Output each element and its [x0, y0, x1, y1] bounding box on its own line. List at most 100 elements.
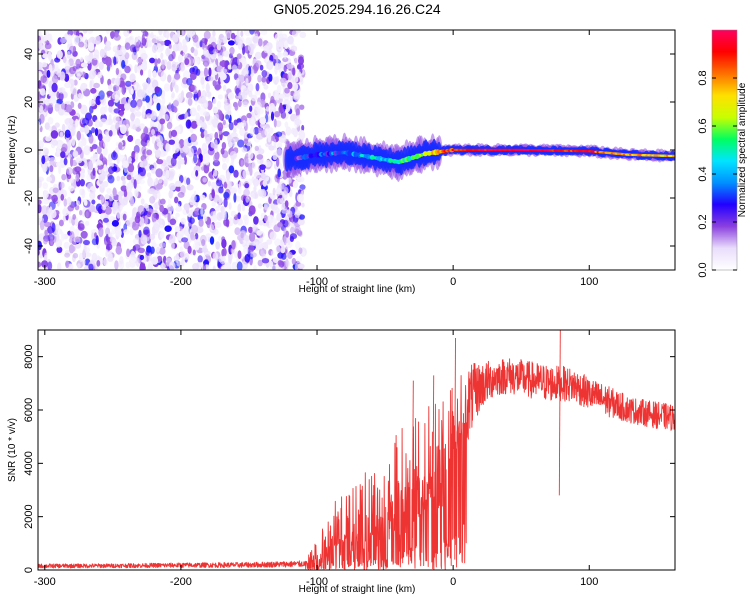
noise-blob [79, 210, 83, 216]
noise-blob [167, 198, 172, 206]
noise-blob [103, 257, 108, 266]
noise-blob [113, 190, 117, 197]
noise-blob [266, 239, 273, 245]
noise-blob [201, 247, 209, 253]
noise-blob [78, 92, 82, 99]
noise-blob [116, 175, 121, 182]
noise-blob [189, 210, 193, 216]
noise-blob [64, 129, 71, 138]
noise-blob [61, 174, 67, 181]
noise-blob [109, 236, 116, 243]
noise-blob [105, 30, 110, 35]
noise-blob [46, 69, 51, 78]
noise-blob [205, 136, 211, 145]
noise-blob [160, 231, 165, 239]
noise-blob [283, 186, 289, 195]
noise-blob [112, 201, 118, 211]
noise-blob [245, 77, 249, 87]
noise-blob [75, 68, 84, 77]
noise-blob [61, 123, 66, 133]
noise-blob [125, 123, 130, 132]
y-tick-label: 0 [23, 147, 35, 153]
noise-blob [135, 257, 140, 267]
noise-blob [211, 214, 218, 222]
noise-blob [216, 212, 223, 221]
noise-blob [285, 258, 289, 268]
noise-blob [58, 219, 64, 227]
noise-blob [225, 171, 231, 181]
noise-blob [151, 129, 155, 136]
noise-blob [170, 157, 177, 167]
noise-blob [152, 94, 159, 103]
noise-blob [44, 42, 52, 50]
noise-blob [192, 249, 196, 256]
x-tick-label: -100 [306, 276, 328, 288]
noise-blob [188, 84, 195, 92]
noise-blob [163, 114, 169, 122]
spectrogram-ylabel: Frequency (Hz) [7, 116, 18, 185]
noise-blob [54, 57, 61, 63]
noise-blob [87, 30, 94, 34]
noise-blob [144, 215, 149, 225]
noise-blob [157, 191, 161, 200]
noise-blob [243, 87, 250, 96]
noise-blob [132, 221, 137, 227]
noise-blob [282, 219, 289, 228]
noise-blob [294, 56, 299, 66]
noise-blob [256, 133, 264, 140]
noise-blob [179, 175, 184, 184]
noise-blob [192, 34, 199, 43]
noise-blob [175, 254, 179, 263]
noise-blob [276, 142, 283, 149]
noise-blob [60, 181, 65, 189]
noise-blob [80, 172, 85, 179]
noise-blob [136, 58, 143, 64]
noise-blob [243, 235, 250, 242]
noise-blob [93, 82, 100, 89]
noise-blob [208, 67, 212, 77]
noise-blob [127, 156, 132, 164]
noise-blob [190, 46, 195, 54]
noise-blob [179, 158, 185, 165]
noise-blob [57, 262, 62, 270]
noise-blob [100, 118, 107, 125]
noise-blob [260, 30, 268, 36]
noise-blob [104, 194, 110, 200]
noise-blob [194, 97, 198, 106]
noise-blob [287, 71, 292, 81]
noise-blob [179, 246, 183, 252]
noise-blob [283, 49, 287, 60]
noise-blob [76, 130, 82, 141]
noise-blob [127, 135, 134, 142]
noise-blob [165, 144, 171, 152]
noise-blob [152, 179, 157, 186]
spectrogram-marks [38, 30, 675, 270]
noise-blob [284, 87, 290, 94]
noise-blob [163, 162, 169, 171]
noise-blob [195, 68, 201, 76]
noise-blob [291, 30, 299, 37]
noise-blob [262, 180, 268, 187]
noise-blob [217, 55, 224, 62]
noise-blob [240, 30, 244, 37]
noise-blob [236, 261, 243, 270]
noise-blob [146, 139, 150, 147]
noise-blob [48, 87, 52, 97]
noise-blob [150, 246, 155, 254]
noise-blob [44, 252, 48, 261]
noise-blob [171, 91, 175, 99]
noise-blob [241, 261, 248, 270]
noise-blob [106, 90, 113, 97]
noise-blob [71, 123, 77, 130]
y-tick-label: 40 [23, 48, 35, 60]
noise-blob [55, 238, 63, 248]
noise-blob [184, 111, 189, 118]
noise-blob [233, 101, 238, 108]
noise-blob [277, 252, 284, 259]
y-tick-label: 8000 [23, 344, 35, 368]
noise-blob [246, 112, 252, 119]
noise-blob [80, 133, 85, 141]
noise-blob [103, 217, 109, 223]
noise-blob [89, 99, 96, 107]
noise-blob [254, 101, 262, 112]
